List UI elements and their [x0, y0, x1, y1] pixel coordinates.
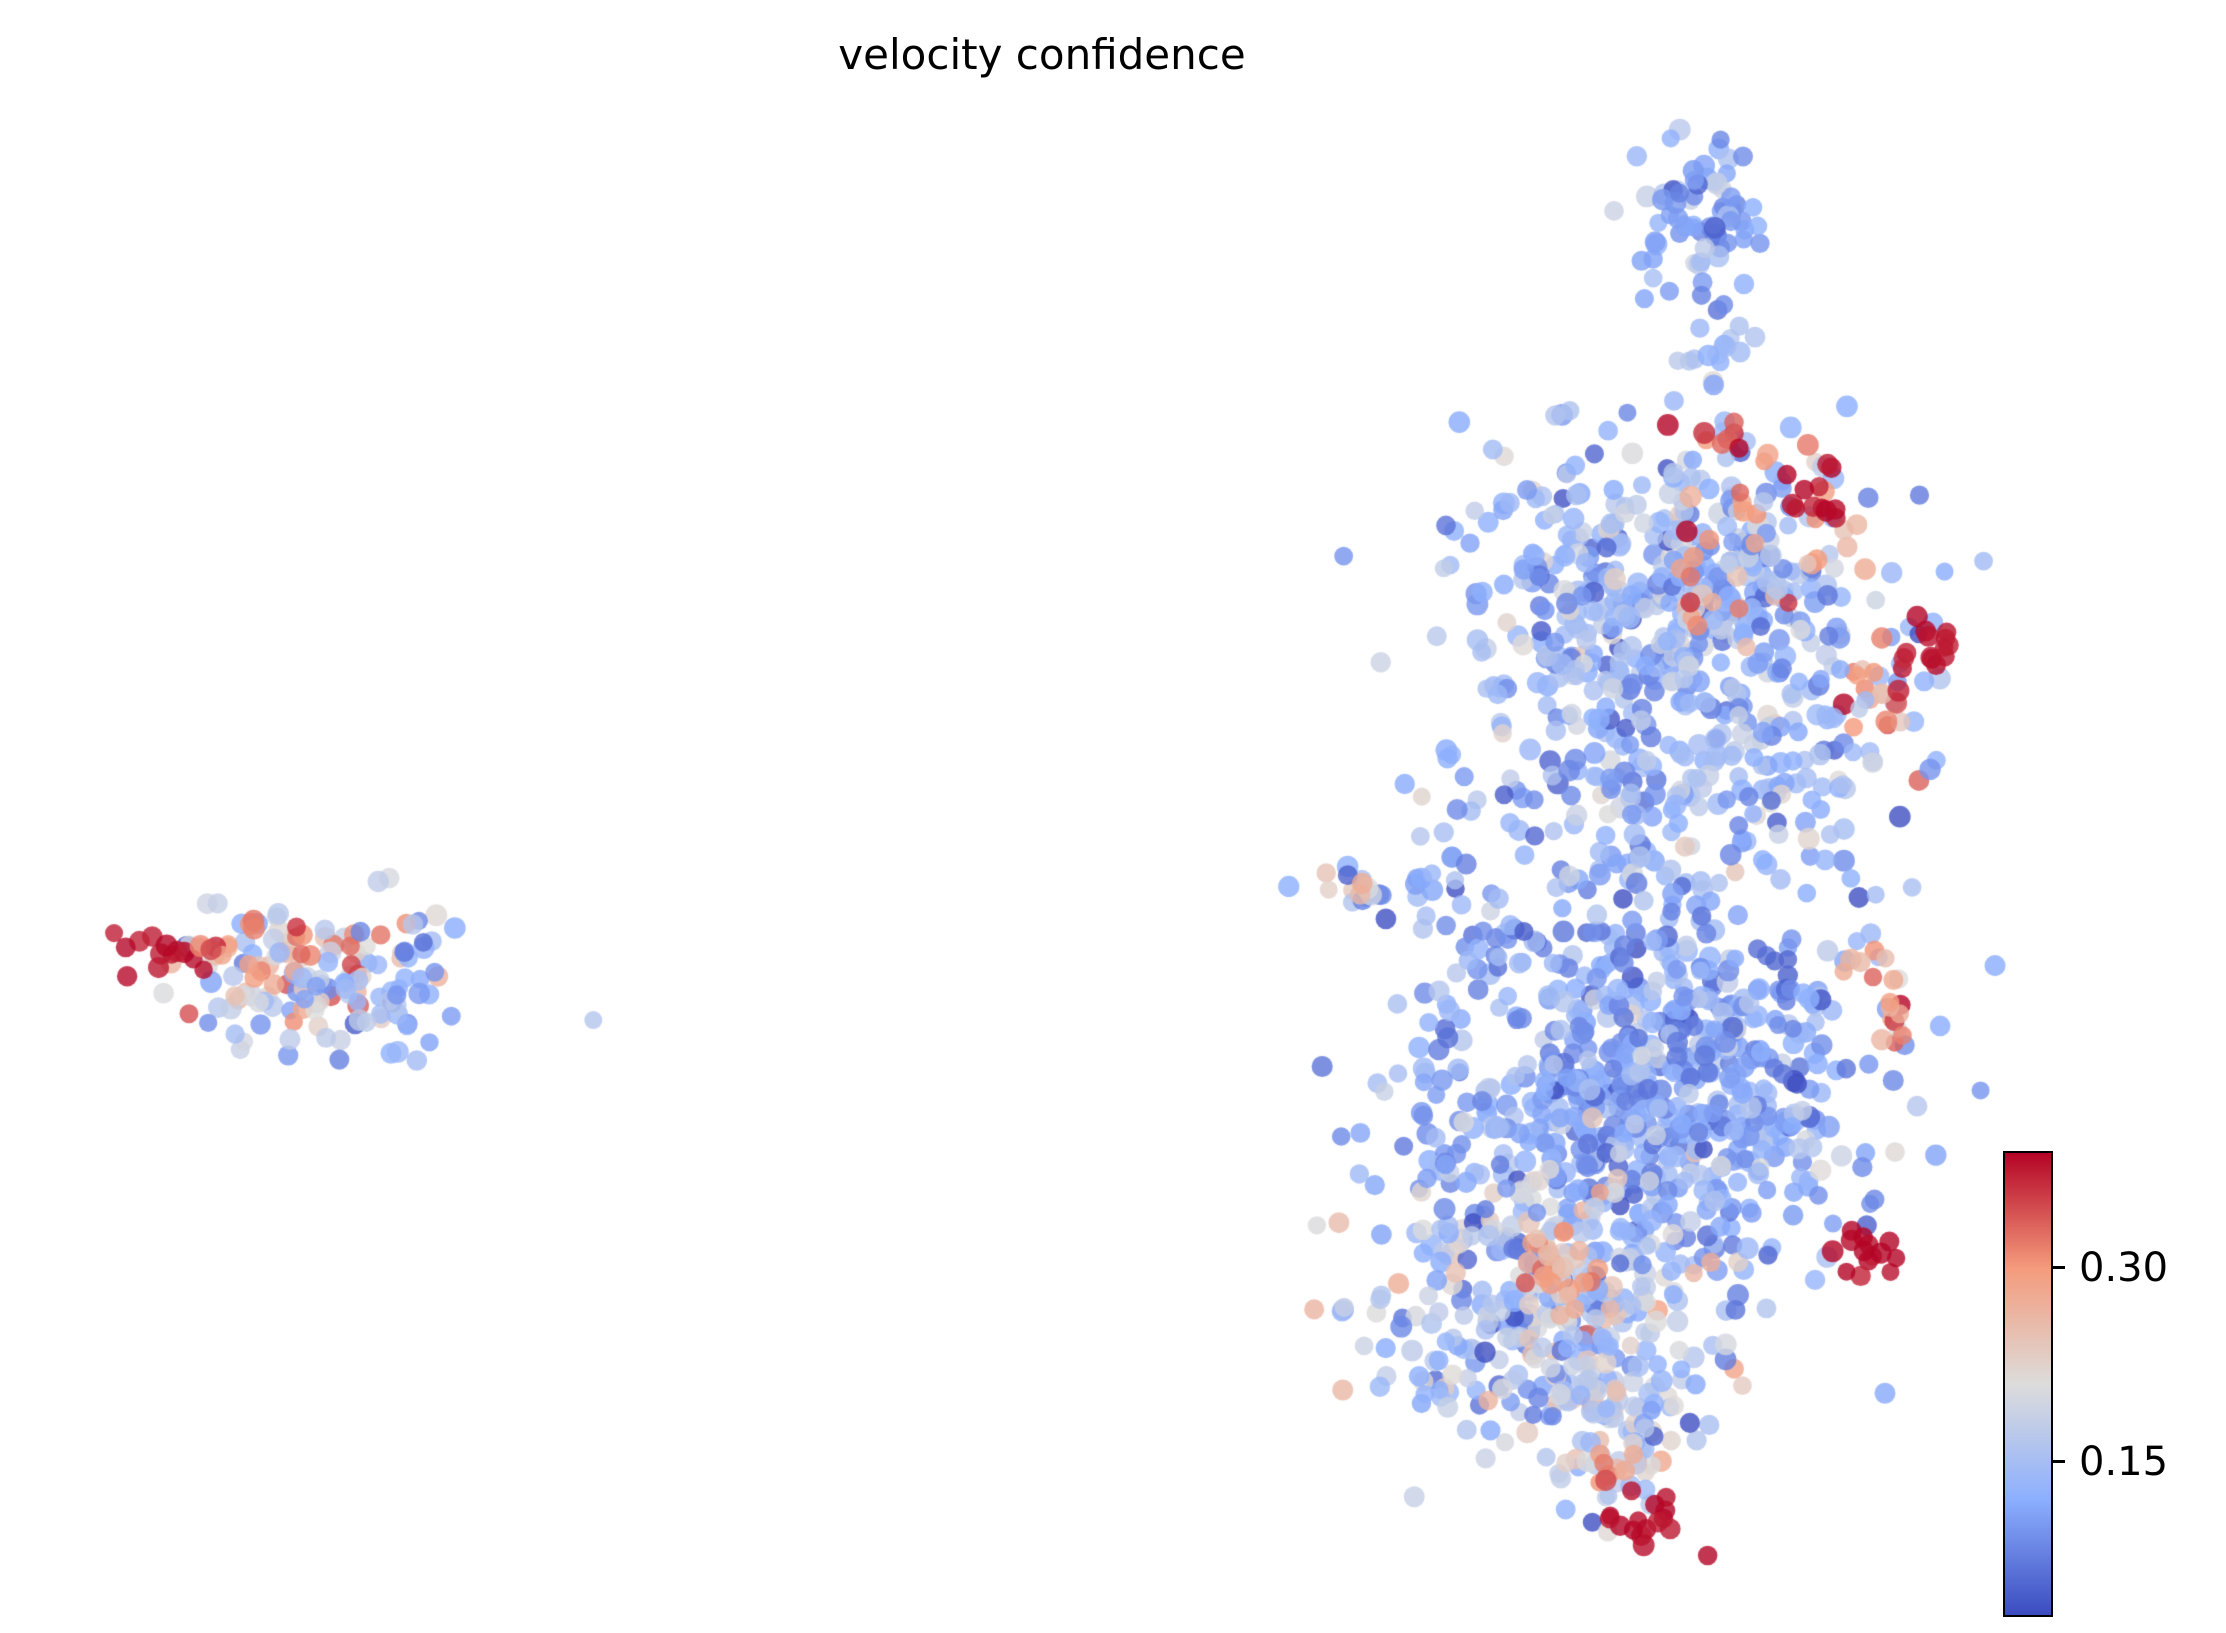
colorbar-tick-label-high: 0.30 — [2079, 1244, 2169, 1291]
tick-mark-icon — [2053, 1460, 2065, 1464]
tick-mark-icon — [2053, 1266, 2065, 1269]
colorbar-gradient — [2003, 1151, 2053, 1617]
colorbar-tick-label-low: 0.15 — [2079, 1438, 2169, 1485]
colorbar: 0.30 0.15 — [2003, 1151, 2168, 1617]
